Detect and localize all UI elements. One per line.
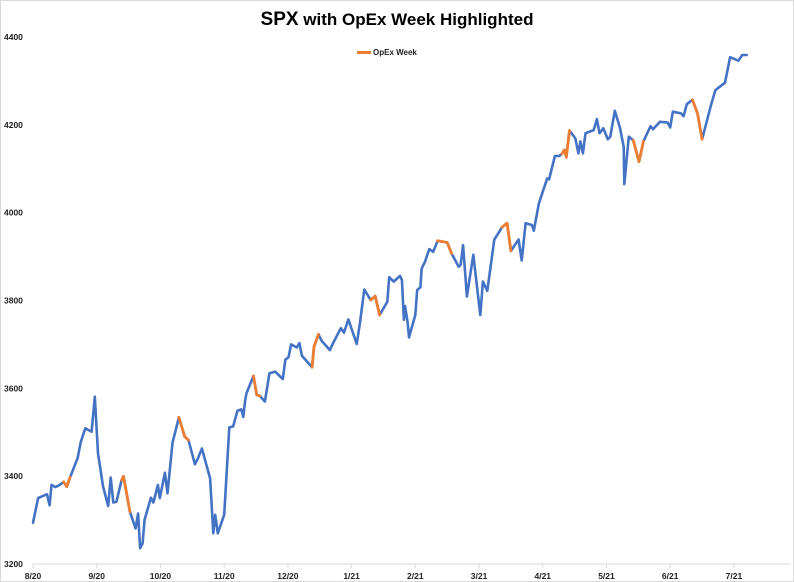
x-tick-label: 11/20	[214, 571, 235, 581]
x-tick-label: 12/20	[277, 571, 299, 581]
y-tick-label: 3400	[4, 471, 23, 481]
opex-week-segment	[631, 138, 645, 164]
chart-title-main: SPX	[260, 9, 299, 30]
x-tick-label: 3/21	[471, 571, 488, 581]
opex-week-segment	[252, 374, 262, 398]
x-tick-label: 4/21	[534, 571, 551, 581]
x-tick-label: 7/21	[726, 571, 743, 581]
x-tick-label: 8/20	[25, 571, 42, 581]
opex-week-segment	[369, 294, 381, 317]
y-tick-label: 4000	[4, 208, 23, 218]
opex-week-segment	[177, 415, 190, 442]
opex-week-segment	[691, 98, 704, 141]
chart-title-rest: with OpEx Week Highlighted	[298, 10, 534, 29]
opex-week-segment	[310, 332, 320, 369]
x-tick-label: 10/20	[150, 571, 172, 581]
legend-swatch-opex	[357, 51, 371, 54]
opex-week-segment	[500, 221, 513, 253]
legend-label-opex: OpEx Week	[373, 48, 417, 57]
y-tick-label: 3600	[4, 383, 23, 393]
opex-week-segment	[120, 474, 132, 514]
x-tick-label: 9/20	[88, 571, 105, 581]
x-tick-label: 2/21	[407, 571, 424, 581]
opex-week-segment	[62, 476, 72, 489]
y-tick-label: 3800	[4, 296, 23, 306]
legend: OpEx Week	[357, 48, 417, 57]
x-tick-label: 1/21	[343, 571, 360, 581]
opex-week-segment	[436, 239, 453, 255]
y-tick-label: 4400	[4, 32, 23, 42]
x-tick-label: 5/21	[598, 571, 615, 581]
chart-title: SPX with OpEx Week Highlighted	[0, 9, 794, 31]
y-tick-label: 3200	[4, 559, 23, 569]
y-tick-label: 4200	[4, 120, 23, 130]
spx-line	[31, 53, 748, 550]
x-tick-label: 6/21	[662, 571, 679, 581]
opex-week-segment	[560, 129, 571, 159]
